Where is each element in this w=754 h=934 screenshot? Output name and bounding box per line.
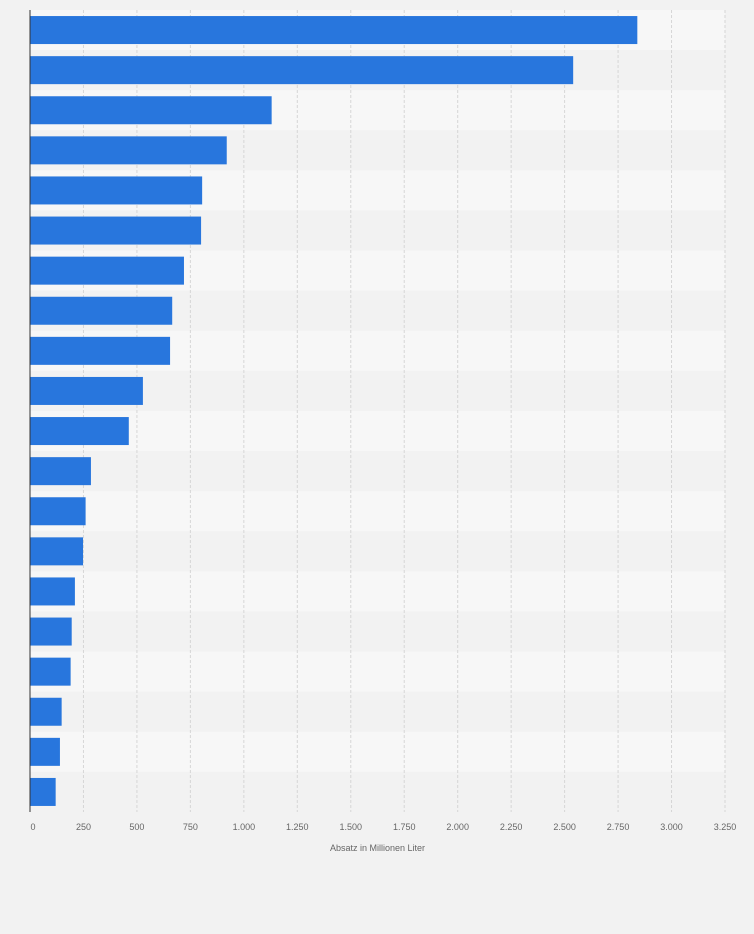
bar — [30, 577, 75, 606]
bar — [30, 56, 574, 85]
bar — [30, 96, 272, 125]
bar — [30, 376, 143, 405]
row-band — [30, 370, 725, 411]
bar — [30, 537, 84, 566]
x-tick-label: 750 — [183, 822, 198, 832]
bar — [30, 657, 71, 686]
x-tick-label: 3.250 — [714, 822, 737, 832]
bar — [30, 336, 171, 365]
row-band — [30, 611, 725, 652]
row-band — [30, 651, 725, 692]
bar — [30, 216, 202, 245]
x-tick-label: 2.500 — [553, 822, 576, 832]
x-tick-label: 2.000 — [446, 822, 469, 832]
bars — [30, 16, 638, 806]
bar — [30, 296, 173, 325]
row-bands — [30, 10, 725, 812]
x-axis-label: Absatz in Millionen Liter — [330, 843, 425, 853]
bar — [30, 497, 86, 526]
row-band — [30, 771, 725, 812]
x-tick-label: 1.750 — [393, 822, 416, 832]
bar — [30, 697, 62, 726]
row-band — [30, 451, 725, 492]
x-tick-label: 500 — [129, 822, 144, 832]
x-tick-label: 0 — [30, 822, 35, 832]
row-band — [30, 571, 725, 612]
x-tick-label: 1.250 — [286, 822, 309, 832]
row-band — [30, 531, 725, 572]
bar — [30, 617, 72, 646]
x-tick-label: 1.500 — [340, 822, 363, 832]
bar — [30, 136, 227, 165]
x-tick-label: 3.000 — [660, 822, 683, 832]
x-tick-label: 250 — [76, 822, 91, 832]
bar — [30, 777, 56, 806]
bar — [30, 176, 203, 205]
row-band — [30, 491, 725, 532]
x-tick-label: 2.250 — [500, 822, 523, 832]
x-tick-label: 1.000 — [233, 822, 256, 832]
x-tick-labels: 0 250 500 750 1.000 1.250 1.500 1.750 2.000 2.250… — [30, 822, 736, 832]
row-band — [30, 411, 725, 452]
bar — [30, 417, 129, 446]
grid-lines — [82, 10, 726, 812]
bar — [30, 16, 638, 45]
bar — [30, 256, 184, 285]
x-tick-label: 2.750 — [607, 822, 630, 832]
row-band — [30, 731, 725, 772]
bar — [30, 457, 91, 486]
row-band — [30, 691, 725, 732]
bar — [30, 737, 60, 766]
